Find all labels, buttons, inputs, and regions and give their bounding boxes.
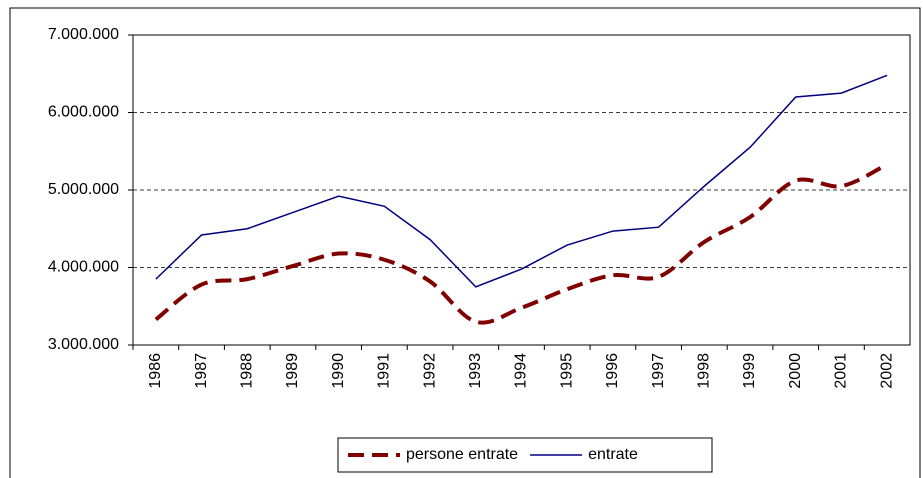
x-tick-label: 1995 xyxy=(558,353,575,389)
x-tick-label: 2002 xyxy=(878,353,895,389)
x-tick-label: 1998 xyxy=(696,353,713,389)
x-tick-label: 1987 xyxy=(193,353,210,389)
x-tick-label: 1994 xyxy=(513,353,530,389)
x-tick-label: 1996 xyxy=(604,353,621,389)
chart-border xyxy=(9,7,921,478)
y-tick-label: 3.000.000 xyxy=(48,336,119,353)
x-tick-label: 1992 xyxy=(421,353,438,389)
plot-border xyxy=(132,34,911,346)
x-tick-label: 2000 xyxy=(787,353,804,389)
y-tick-label: 5.000.000 xyxy=(48,181,119,198)
y-tick-label: 4.000.000 xyxy=(48,259,119,276)
x-tick-label: 2001 xyxy=(833,353,850,389)
x-tick-label: 1988 xyxy=(238,353,255,389)
y-tick-label: 7.000.000 xyxy=(48,26,119,43)
x-tick-label: 1990 xyxy=(330,353,347,389)
line-series xyxy=(155,74,888,288)
x-tick-label: 1986 xyxy=(147,353,164,389)
x-tick-label: 1991 xyxy=(376,353,393,389)
x-tick-label: 1993 xyxy=(467,353,484,389)
line-series xyxy=(154,162,889,325)
x-tick-label: 1989 xyxy=(284,353,301,389)
x-tick-label: 1997 xyxy=(650,353,667,389)
legend-label: persone entrate xyxy=(406,446,518,463)
y-tick-label: 6.000.000 xyxy=(48,104,119,121)
x-tick-label: 1999 xyxy=(741,353,758,389)
legend-box xyxy=(337,437,713,473)
legend-label: entrate xyxy=(588,446,638,463)
